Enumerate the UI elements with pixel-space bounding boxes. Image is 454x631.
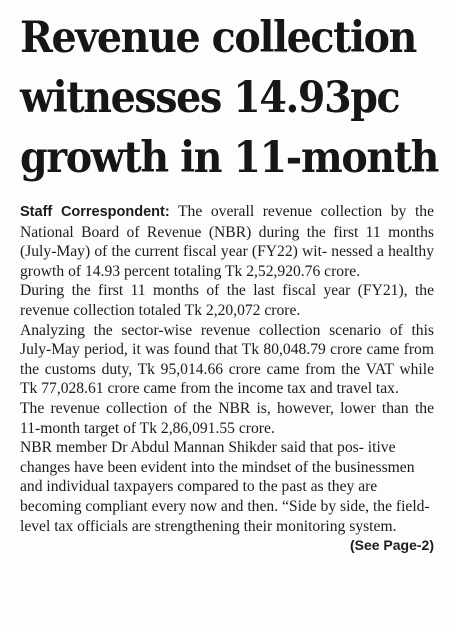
article-body: Staff Correspondent: The overall revenue…: [20, 202, 434, 553]
headline: Revenue collection witnesses 14.93pc gro…: [20, 8, 439, 188]
paragraph-5-text: NBR member Dr Abdul Mannan Shikder said …: [20, 439, 430, 535]
paragraph-3: Analyzing the sector-wise revenue collec…: [20, 321, 434, 398]
paragraph-1: Staff Correspondent: The overall revenue…: [20, 202, 434, 281]
paragraph-1-text: The overall revenue collection by the Na…: [20, 203, 434, 280]
paragraph-5: NBR member Dr Abdul Mannan Shikder said …: [20, 438, 434, 553]
byline: Staff Correspondent:: [20, 204, 170, 220]
paragraph-2: During the first 11 months of the last f…: [20, 282, 434, 319]
headline-line-1: Revenue collection: [20, 13, 417, 63]
headline-line-3: growth in 11-month: [20, 133, 439, 183]
paragraph-4: The revenue collection of the NBR is, ho…: [20, 399, 434, 437]
headline-line-2: witnesses 14.93pc: [20, 73, 401, 123]
continuation-label: (See Page-2): [349, 537, 434, 554]
